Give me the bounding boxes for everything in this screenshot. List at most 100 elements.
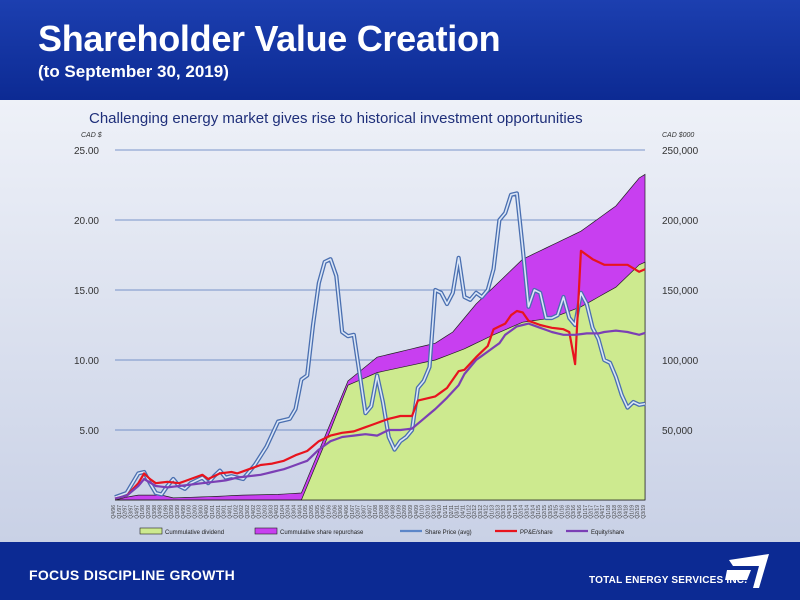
x-tick-label: Q3/13	[501, 505, 507, 519]
x-tick-label: Q2/02	[239, 505, 245, 519]
x-tick-label: Q1/05	[303, 505, 309, 519]
x-tick-label: Q4/10	[437, 505, 443, 519]
x-tick-label: Q1/17	[583, 505, 589, 519]
x-tick-label: Q4/03	[274, 505, 280, 519]
right-axis-unit: CAD $000	[662, 132, 694, 139]
x-tick-label: Q4/07	[367, 505, 373, 519]
page-subtitle: (to September 30, 2019)	[38, 62, 229, 81]
left-tick-label: 15.00	[74, 286, 99, 297]
x-tick-label: Q1/11	[443, 505, 449, 518]
x-tick-label: Q1/15	[536, 505, 542, 519]
x-tick-label: Q4/00	[204, 505, 210, 519]
x-tick-label: Q4/11	[460, 505, 466, 518]
x-tick-label: Q1/10	[420, 505, 426, 519]
x-tick-label: Q2/13	[495, 505, 501, 519]
x-tick-label: Q3/99	[175, 505, 181, 519]
x-tick-label: Q2/11	[449, 505, 455, 518]
header-bar: Shareholder Value Creation (to September…	[0, 0, 800, 100]
x-tick-label: Q3/05	[315, 505, 321, 519]
x-tick-label: Q4/06	[344, 505, 350, 519]
x-tick-label: Q1/08	[373, 505, 379, 519]
x-tick-label: Q1/00	[187, 505, 193, 519]
right-tick-label: 150,000	[662, 286, 699, 297]
x-tick-label: Q3/19	[641, 505, 647, 519]
left-axis-unit: CAD $	[81, 132, 102, 139]
x-tick-label: Q3/01	[222, 505, 228, 519]
axes: 25.00 250,000 20.00 200,000 15.00 150,000 10.0…	[74, 132, 699, 519]
x-tick-label: Q4/13	[507, 505, 513, 519]
x-tick-label: Q3/10	[431, 505, 437, 519]
x-tick-label: Q2/19	[635, 505, 641, 519]
x-tick-label: Q3/03	[268, 505, 274, 519]
x-tick-label: Q1/02	[233, 505, 239, 519]
legend-swatch	[139, 527, 163, 535]
right-tick-label: 100,000	[662, 356, 699, 367]
tagline: FOCUS DISCIPLINE GROWTH	[29, 567, 236, 583]
x-tick-label: Q3/16	[571, 505, 577, 519]
x-tick-label: Q4/15	[554, 505, 560, 519]
line-equity-share	[114, 322, 646, 500]
x-tick-label: Q1/99	[163, 505, 169, 519]
legend-label: Equity/share	[591, 530, 625, 536]
x-tick-label: Q2/14	[519, 505, 525, 519]
x-tick-label: Q1/19	[629, 505, 635, 519]
x-tick-label: Q4/09	[414, 505, 420, 519]
left-tick-label: 25.00	[74, 146, 99, 157]
x-tick-label: Q3/14	[525, 505, 531, 519]
x-tick-label: Q4/16	[577, 505, 583, 519]
x-tick-label: Q2/99	[169, 505, 175, 519]
company-name: TOTAL ENERGY SERVICES INC.	[589, 575, 748, 586]
x-tick-label: Q2/04	[286, 505, 292, 519]
x-tick-label: Q1/14	[513, 505, 519, 519]
x-tick-label: Q3/07	[361, 505, 367, 519]
x-tick-label: Q3/18	[618, 505, 624, 519]
x-tick-label: Q4/08	[391, 505, 397, 519]
x-tick-label: Q3/00	[198, 505, 204, 519]
left-tick-label: 5.00	[80, 426, 100, 437]
x-tick-label: Q4/01	[227, 505, 233, 519]
legend-label: Cummulative share repurchase	[280, 530, 364, 536]
x-tick-label: Q2/08	[379, 505, 385, 519]
x-tick-label: Q2/12	[472, 505, 478, 519]
legend: Cummulative dividend Cummulative share re…	[139, 527, 625, 536]
legend-swatch	[254, 527, 278, 535]
x-tick-label: Q3/08	[385, 505, 391, 519]
page-title: Shareholder Value Creation	[38, 18, 501, 59]
x-tick-label: Q3/97	[128, 505, 134, 519]
x-tick-label: Q2/06	[332, 505, 338, 519]
x-tick-label: Q3/15	[548, 505, 554, 519]
x-tick-label: Q3/98	[152, 505, 158, 519]
x-tick-label: Q4/18	[624, 505, 630, 519]
x-tick-label: Q3/02	[245, 505, 251, 519]
right-tick-label: 50,000	[662, 426, 693, 437]
x-tick-label: Q1/04	[280, 505, 286, 519]
x-tick-label: Q1/97	[117, 505, 123, 519]
x-tick-label: Q3/12	[478, 505, 484, 519]
x-tick-label: Q2/10	[426, 505, 432, 519]
x-tick-label: Q2/05	[309, 505, 315, 519]
line-pp-e-share	[114, 249, 646, 500]
x-tick-label: Q4/17	[600, 505, 606, 519]
x-tick-label: Q4/96	[111, 505, 117, 519]
x-tick-label: Q4/12	[484, 505, 490, 519]
x-tick-label: Q2/07	[356, 505, 362, 519]
x-tick-label: Q2/01	[216, 505, 222, 519]
line-series	[114, 191, 646, 500]
x-tick-label: Q3/06	[338, 505, 344, 519]
footer-bar	[0, 542, 800, 600]
x-tick-label: Q3/09	[408, 505, 414, 519]
x-tick-label: Q4/02	[251, 505, 257, 519]
left-tick-label: 20.00	[74, 216, 99, 227]
x-tick-label: Q2/98	[146, 505, 152, 519]
right-tick-label: 200,000	[662, 216, 699, 227]
x-tick-label: Q1/13	[490, 505, 496, 519]
x-tick-label: Q1/09	[396, 505, 402, 519]
chart: 25.00 250,000 20.00 200,000 15.00 150,000 10.0…	[74, 132, 699, 536]
chart-title: Challenging energy market gives rise to …	[89, 110, 583, 127]
x-tick-label: Q4/05	[321, 505, 327, 519]
x-tick-label: Q2/00	[193, 505, 199, 519]
area-series	[114, 173, 646, 501]
x-tick-label: Q1/03	[257, 505, 263, 519]
x-tick-label: Q1/16	[559, 505, 565, 519]
left-tick-label: 10.00	[74, 356, 99, 367]
